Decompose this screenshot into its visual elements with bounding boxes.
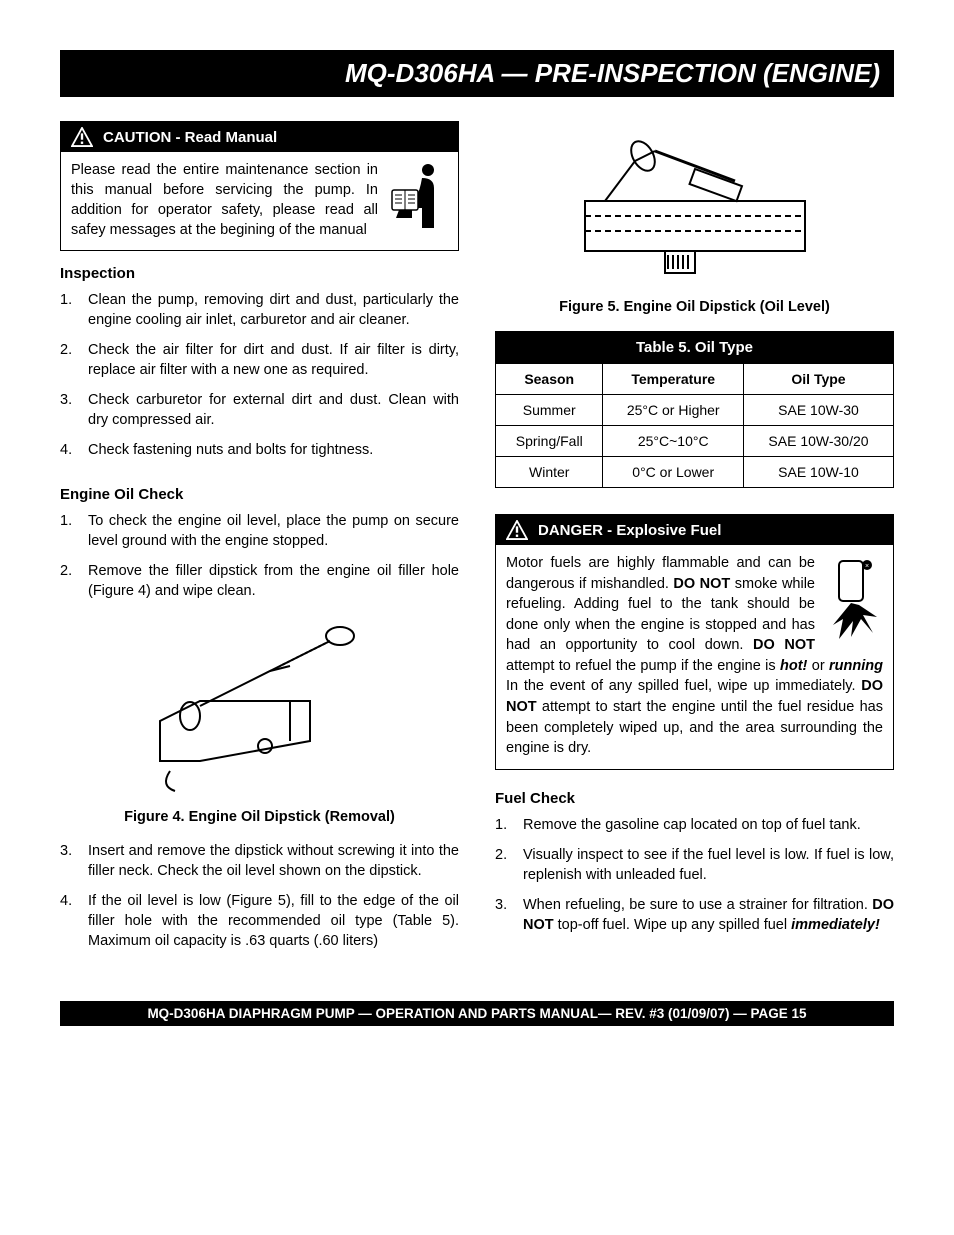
fuel-check-title: Fuel Check [495, 790, 894, 807]
read-manual-icon [388, 160, 448, 230]
table-row: Summer 25°C or Higher SAE 10W-30 [496, 395, 894, 426]
oil-type-table: Table 5. Oil Type Season Temperature Oil… [495, 331, 894, 488]
oil-check-list-a: To check the engine oil level, place the… [60, 511, 459, 601]
oil-check-title: Engine Oil Check [60, 486, 459, 503]
fuel-check-list: Remove the gasoline cap located on top o… [495, 815, 894, 935]
list-item: Insert and remove the dipstick without s… [60, 841, 459, 881]
list-item: Check carburetor for external dirt and d… [60, 390, 459, 430]
left-column: CAUTION - Read Manual Please read the en… [60, 121, 459, 961]
svg-text:×: × [865, 563, 869, 570]
list-item: Clean the pump, removing dirt and dust, … [60, 290, 459, 330]
list-item: Check fastening nuts and bolts for tight… [60, 440, 459, 460]
oil-check-list-b: Insert and remove the dipstick without s… [60, 841, 459, 951]
table-title: Table 5. Oil Type [496, 332, 894, 364]
table-row: Spring/Fall 25°C~10°C SAE 10W-30/20 [496, 426, 894, 457]
figure-5-diagram [545, 121, 845, 291]
table-row: Winter 0°C or Lower SAE 10W-10 [496, 457, 894, 488]
list-item: Check the air filter for dirt and dust. … [60, 340, 459, 380]
table-col-header: Season [496, 364, 603, 395]
inspection-list: Clean the pump, removing dirt and dust, … [60, 290, 459, 460]
inspection-title: Inspection [60, 265, 459, 282]
figure-4-caption: Figure 4. Engine Oil Dipstick (Removal) [60, 809, 459, 825]
page-header-bar: MQ-D306HA — PRE-INSPECTION (ENGINE) [60, 50, 894, 97]
footer-bar: MQ-D306HA DIAPHRAGM PUMP — OPERATION AND… [60, 1001, 894, 1026]
warning-triangle-icon [71, 127, 93, 147]
caution-header-text: CAUTION - Read Manual [103, 129, 277, 146]
list-item: To check the engine oil level, place the… [60, 511, 459, 551]
content-columns: CAUTION - Read Manual Please read the en… [60, 121, 894, 961]
danger-header: DANGER - Explosive Fuel [496, 515, 893, 545]
caution-header: CAUTION - Read Manual [61, 122, 458, 152]
list-item: Remove the filler dipstick from the engi… [60, 561, 459, 601]
danger-box: DANGER - Explosive Fuel × Motor fuels ar… [495, 514, 894, 770]
danger-header-text: DANGER - Explosive Fuel [538, 522, 721, 539]
warning-triangle-icon [506, 520, 528, 540]
list-item: Remove the gasoline cap located on top o… [495, 815, 894, 835]
table-col-header: Oil Type [743, 364, 893, 395]
list-item: When refueling, be sure to use a straine… [495, 895, 894, 935]
caution-box: CAUTION - Read Manual Please read the en… [60, 121, 459, 251]
table-col-header: Temperature [603, 364, 744, 395]
explosion-icon: × [823, 555, 883, 641]
figure-4-diagram [130, 611, 390, 801]
right-column: Figure 5. Engine Oil Dipstick (Oil Level… [495, 121, 894, 961]
caution-body-text: Please read the entire maintenance secti… [71, 160, 378, 240]
list-item: Visually inspect to see if the fuel leve… [495, 845, 894, 885]
figure-5-caption: Figure 5. Engine Oil Dipstick (Oil Level… [495, 299, 894, 315]
list-item: If the oil level is low (Figure 5), fill… [60, 891, 459, 951]
